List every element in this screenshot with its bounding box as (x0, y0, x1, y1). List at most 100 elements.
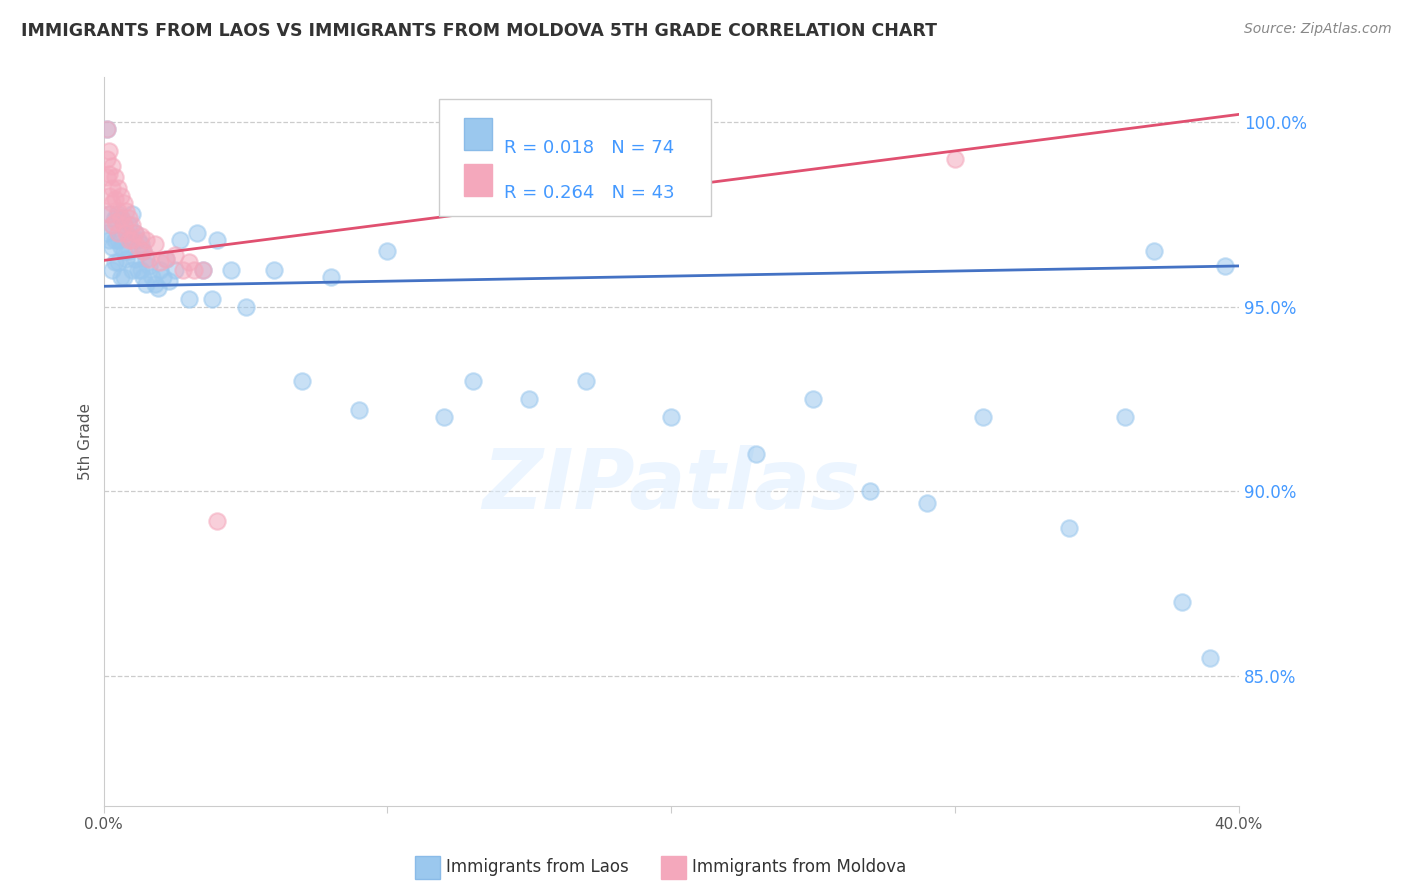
Point (263, 262, 285, 277)
Point (127, 240, 149, 254)
Point (98, 233, 121, 247)
Point (112, 196, 135, 211)
Point (98, 207, 121, 221)
Point (101, 262, 124, 277)
Point (155, 252, 177, 266)
Point (110, 211, 132, 225)
Point (104, 233, 127, 247)
Text: Source: ZipAtlas.com: Source: ZipAtlas.com (1244, 22, 1392, 37)
Point (155, 252, 177, 266)
Point (157, 274, 180, 288)
Point (118, 233, 141, 247)
Point (129, 236, 152, 251)
Point (205, 233, 228, 247)
Point (121, 233, 143, 247)
Point (138, 252, 160, 266)
Point (115, 252, 138, 266)
Bar (464, 163, 492, 196)
Point (129, 229, 152, 244)
Point (143, 236, 166, 251)
Point (121, 233, 143, 247)
Point (118, 219, 141, 233)
Point (110, 240, 132, 254)
Point (291, 374, 314, 388)
Point (132, 270, 155, 285)
Point (149, 255, 172, 269)
Point (859, 484, 882, 499)
Point (319, 270, 342, 285)
Point (104, 193, 127, 207)
Point (96, 122, 118, 136)
Point (115, 203, 138, 218)
Point (1143, 244, 1166, 259)
Point (745, 447, 768, 461)
Point (104, 214, 127, 228)
Point (943, 152, 966, 166)
Point (163, 248, 186, 262)
Point (235, 300, 257, 314)
Point (205, 514, 228, 528)
Point (135, 252, 157, 266)
Point (141, 270, 163, 285)
Point (107, 181, 129, 195)
Point (1199, 650, 1222, 665)
Point (101, 240, 124, 254)
Point (110, 211, 132, 225)
Point (124, 252, 146, 266)
Point (152, 270, 174, 285)
Point (191, 262, 214, 277)
Point (112, 219, 135, 233)
Point (517, 392, 540, 406)
Point (107, 226, 129, 240)
Point (1171, 595, 1194, 609)
Point (659, 410, 682, 425)
Point (433, 410, 456, 425)
Point (104, 255, 127, 269)
Point (915, 495, 938, 509)
Point (96, 152, 118, 166)
Point (1057, 521, 1080, 535)
Point (132, 244, 155, 259)
Point (183, 262, 205, 277)
Point (96, 122, 118, 136)
Point (135, 233, 157, 247)
Bar (464, 118, 492, 151)
Point (143, 277, 166, 292)
Point (96, 170, 118, 185)
Point (98, 207, 121, 221)
Point (169, 233, 191, 247)
Point (461, 374, 484, 388)
Point (200, 292, 222, 306)
Point (347, 403, 370, 417)
Point (186, 226, 208, 240)
Point (801, 392, 824, 406)
Point (101, 219, 124, 233)
Y-axis label: 5th Grade: 5th Grade (79, 403, 93, 480)
Point (96, 226, 118, 240)
Text: Immigrants from Moldova: Immigrants from Moldova (692, 858, 905, 876)
Point (575, 374, 598, 388)
Point (1213, 259, 1236, 273)
Point (163, 262, 186, 277)
Point (146, 281, 169, 295)
Point (177, 292, 200, 306)
Text: Immigrants from Laos: Immigrants from Laos (446, 858, 628, 876)
Point (191, 262, 214, 277)
FancyBboxPatch shape (439, 99, 711, 216)
Point (124, 226, 146, 240)
Point (101, 219, 124, 233)
Point (172, 262, 194, 277)
Point (101, 196, 124, 211)
Point (177, 255, 200, 269)
Point (107, 233, 129, 247)
Point (377, 244, 399, 259)
Point (98, 188, 121, 202)
Point (124, 226, 146, 240)
Text: IMMIGRANTS FROM LAOS VS IMMIGRANTS FROM MOLDOVA 5TH GRADE CORRELATION CHART: IMMIGRANTS FROM LAOS VS IMMIGRANTS FROM … (21, 22, 936, 40)
Point (112, 270, 135, 285)
Point (221, 262, 243, 277)
Point (115, 226, 138, 240)
Text: R = 0.264   N = 43: R = 0.264 N = 43 (505, 184, 675, 202)
Point (1114, 410, 1136, 425)
Point (107, 203, 129, 218)
